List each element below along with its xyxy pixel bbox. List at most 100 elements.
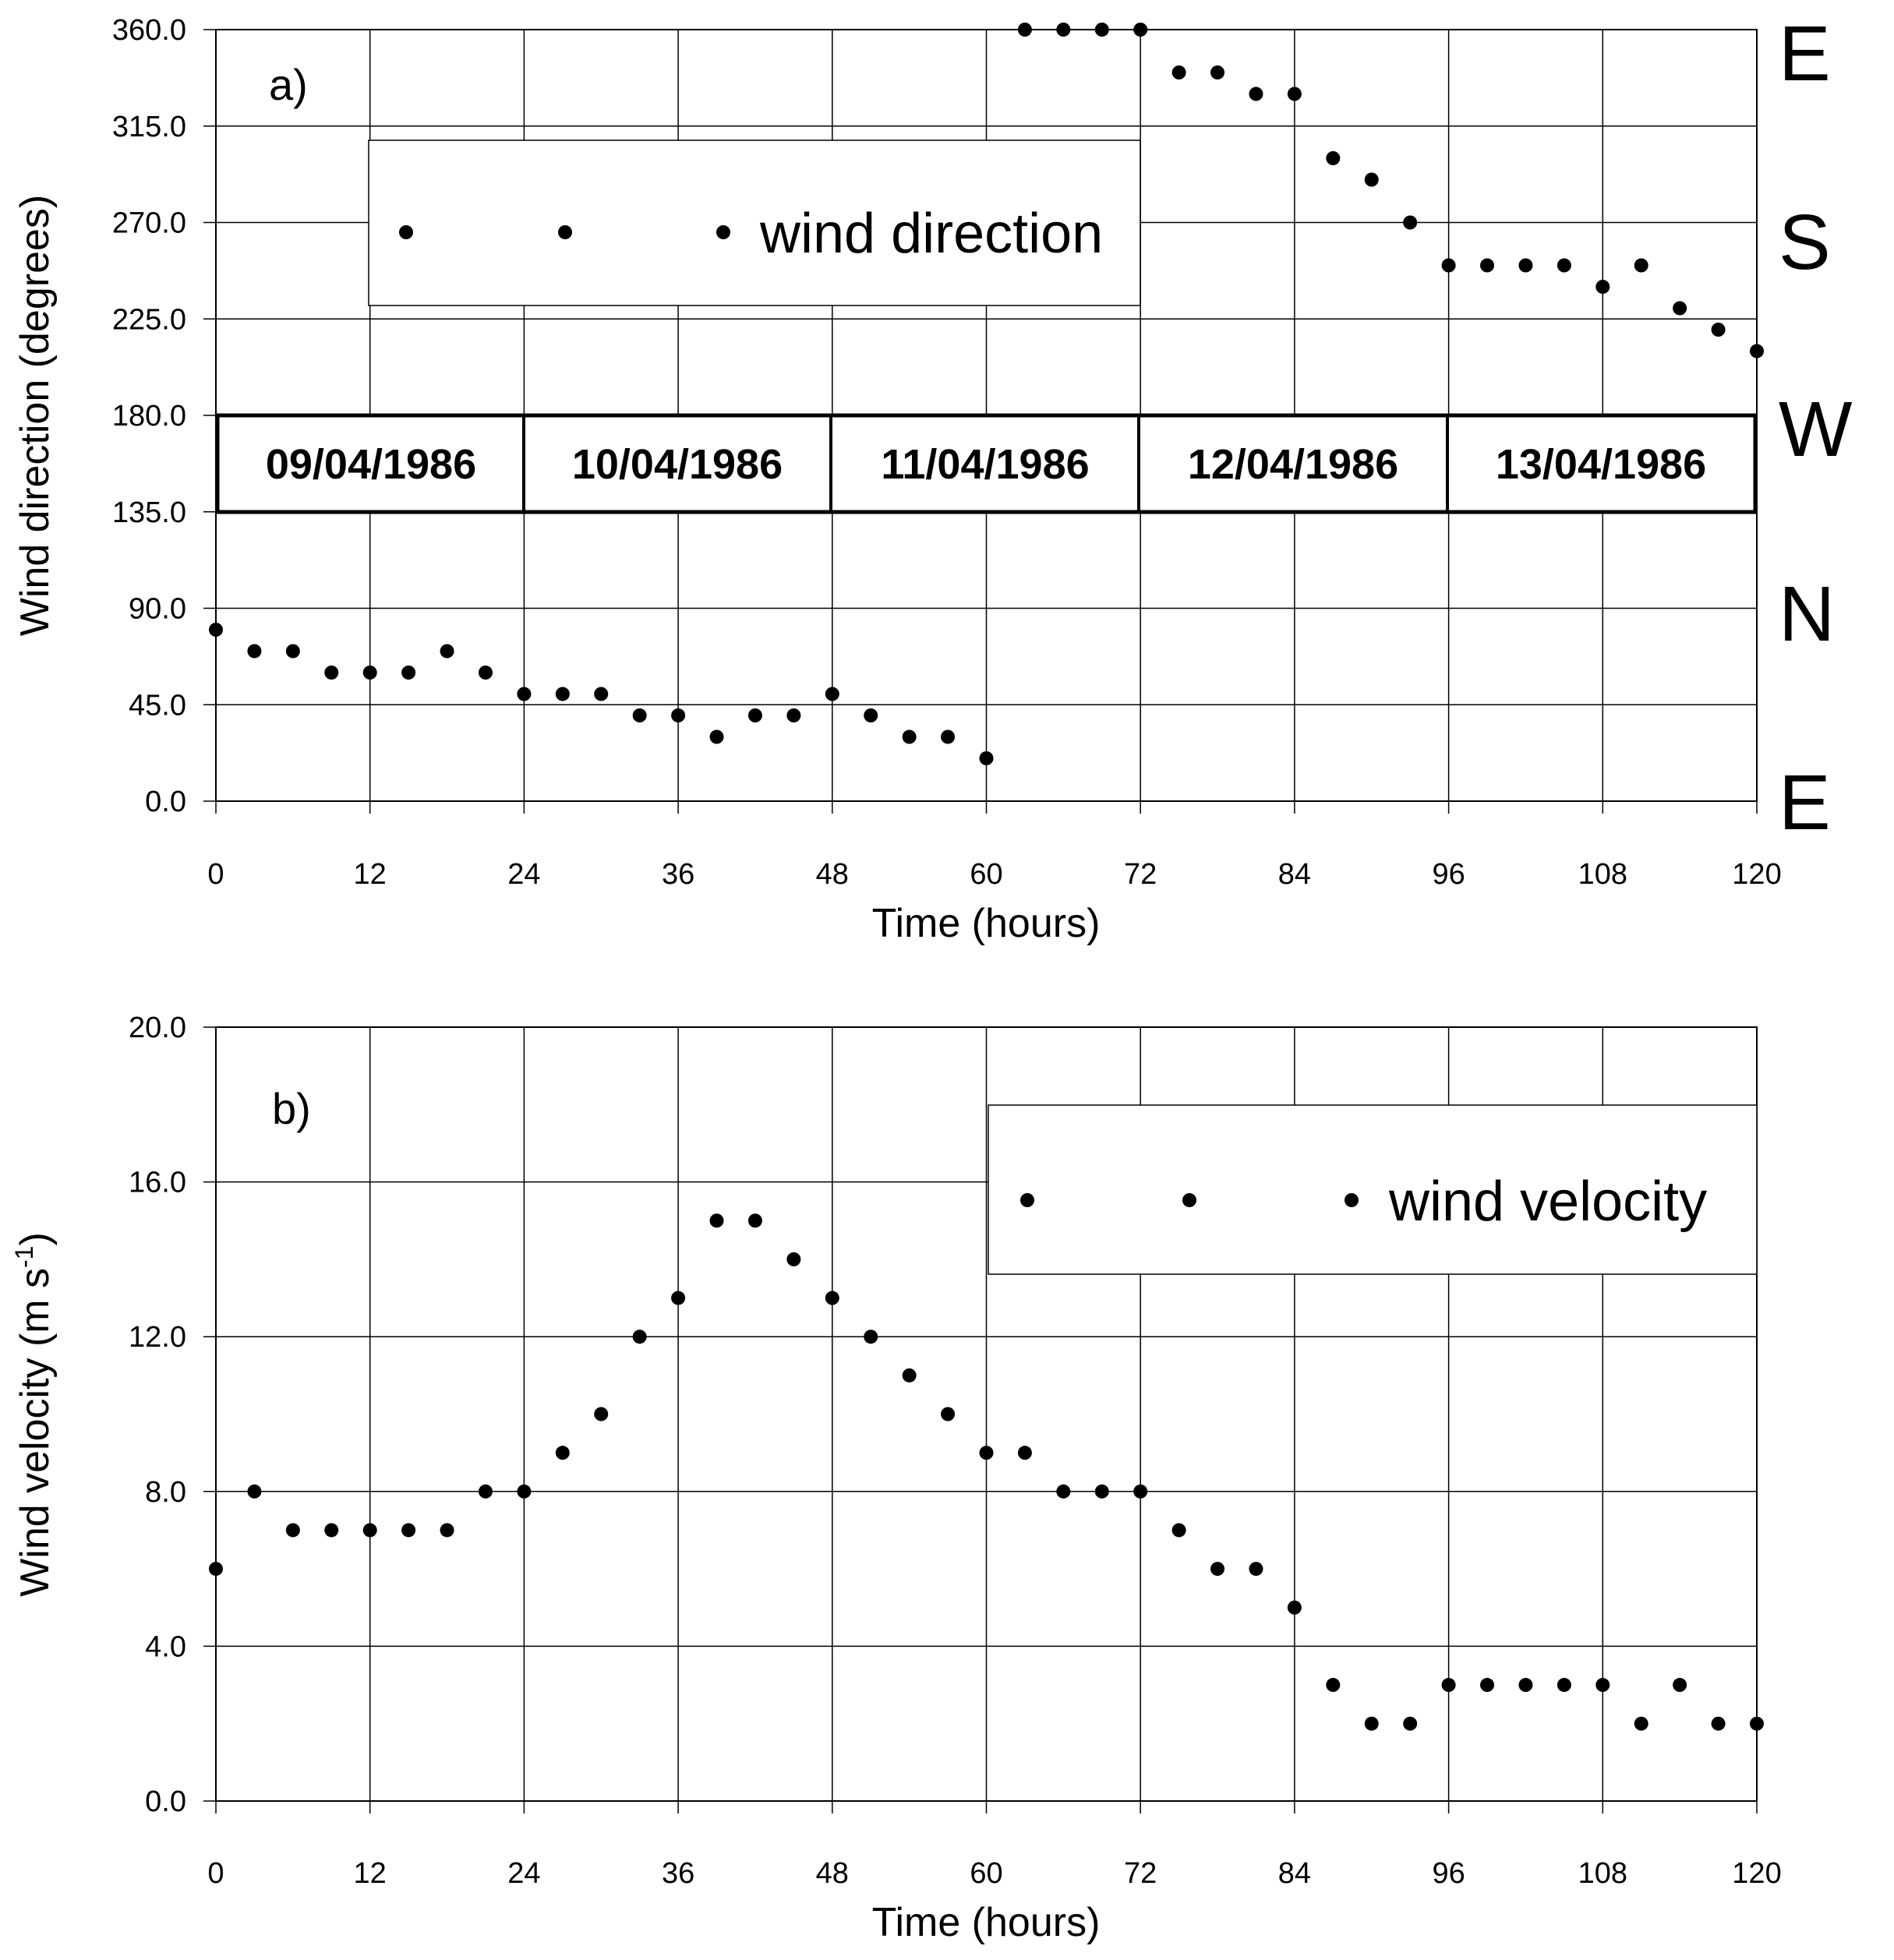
x-tick-label-b: 24 (507, 1857, 540, 1890)
legend-marker-a (399, 225, 413, 239)
y-tick-label-b: 4.0 (145, 1630, 186, 1663)
data-series-b (209, 1213, 1764, 1731)
y-axis-label-b: Wind velocity (m s-1) (10, 1232, 58, 1597)
legend-label-b: wind velocity (1388, 1171, 1707, 1233)
data-point-b (1518, 1678, 1533, 1693)
data-point-b (517, 1484, 532, 1499)
date-label: 11/04/1986 (881, 441, 1089, 488)
x-tick-label-b: 36 (662, 1857, 694, 1890)
data-point-b (1056, 1484, 1071, 1499)
data-point-b (1480, 1678, 1495, 1693)
data-point-a (864, 708, 878, 722)
data-point-a (285, 644, 300, 659)
y-axis-label-a: Wind direction (degrees) (12, 195, 58, 636)
data-point-a (1557, 258, 1571, 273)
y-axis-label-b-sup: -1 (10, 1246, 38, 1268)
x-tick-label-a: 0 (207, 858, 224, 891)
data-point-a (324, 666, 339, 680)
date-label: 12/04/1986 (1188, 441, 1398, 488)
data-point-a (1750, 344, 1764, 358)
legend-marker-b (1182, 1193, 1196, 1207)
data-point-a (1326, 151, 1341, 165)
x-ticks-a: 0 12 24 36 48 60 72 84 96 108 120 (207, 858, 1781, 891)
y-tick-label-a: 90.0 (129, 593, 186, 626)
data-point-b (401, 1523, 416, 1538)
y-tick-label-a: 180.0 (112, 400, 186, 433)
data-point-b (1094, 1484, 1109, 1499)
data-point-b (1017, 1446, 1032, 1460)
panel-label-a: a) (269, 60, 308, 109)
data-series-a (209, 23, 1764, 765)
data-point-a (517, 687, 532, 701)
data-point-b (285, 1523, 300, 1538)
y-tick-label-b: 8.0 (145, 1476, 186, 1509)
data-point-b (1557, 1678, 1571, 1693)
data-point-a (825, 687, 839, 701)
data-point-b (825, 1291, 839, 1305)
legend-marker-a (558, 225, 572, 239)
x-tick-label-a: 36 (662, 858, 694, 891)
data-point-b (747, 1213, 762, 1228)
data-point-b (1441, 1678, 1456, 1693)
data-point-b (247, 1484, 262, 1499)
date-bar: 09/04/1986 10/04/1986 11/04/1986 12/04/1… (215, 413, 1758, 514)
y-tick-label-b: 20.0 (129, 1012, 186, 1044)
data-point-a (1364, 172, 1379, 187)
data-point-b (209, 1562, 223, 1577)
data-point-b (324, 1523, 339, 1538)
x-axis-label-a: Time (hours) (872, 901, 1101, 946)
data-point-a (941, 729, 956, 744)
y-tick-label-a: 45.0 (129, 689, 186, 722)
y-tick-label-b: 16.0 (129, 1167, 186, 1199)
data-point-a (902, 729, 917, 744)
data-point-b (1364, 1716, 1379, 1731)
x-tick-label-b: 48 (816, 1857, 849, 1890)
data-point-b (594, 1407, 609, 1421)
data-point-a (1711, 323, 1726, 337)
legend-box-b (988, 1104, 1758, 1275)
compass-label: W (1779, 386, 1853, 473)
data-point-a (1094, 23, 1109, 37)
data-point-b (902, 1368, 917, 1383)
x-tick-label-a: 48 (816, 858, 849, 891)
data-point-b (671, 1291, 686, 1305)
x-tick-label-b: 12 (354, 1857, 387, 1890)
x-tick-label-a: 108 (1578, 858, 1627, 891)
compass-label: N (1779, 570, 1835, 658)
data-point-a (401, 666, 416, 680)
data-point-b (1750, 1716, 1764, 1731)
x-tick-label-b: 84 (1278, 1857, 1311, 1890)
x-tick-label-b: 120 (1732, 1857, 1781, 1890)
data-point-b (1711, 1716, 1726, 1731)
data-point-a (1403, 215, 1418, 230)
data-point-a (632, 708, 647, 722)
data-point-a (747, 708, 762, 722)
plot-frame-b (215, 1026, 1758, 1802)
x-tick-label-b: 0 (207, 1857, 224, 1890)
y-tick-label-b: 0.0 (145, 1785, 186, 1818)
x-tick-label-b: 72 (1124, 1857, 1157, 1890)
data-point-b (1595, 1678, 1610, 1693)
y-tick-label-a: 225.0 (112, 303, 186, 336)
x-axis-label-b: Time (hours) (872, 1900, 1101, 1945)
data-point-a (209, 623, 223, 637)
legend-a: wind direction (368, 139, 1141, 306)
y-tick-label-a: 270.0 (112, 207, 186, 240)
data-point-b (1673, 1678, 1687, 1693)
date-label: 10/04/1986 (572, 441, 783, 488)
data-point-b (786, 1252, 801, 1266)
legend-marker-a (716, 225, 730, 239)
x-tick-label-a: 72 (1124, 858, 1157, 891)
data-point-a (1441, 258, 1456, 273)
data-point-b (864, 1330, 878, 1344)
data-point-a (1480, 258, 1495, 273)
data-point-a (247, 644, 262, 659)
legend-label-a: wind direction (759, 203, 1103, 265)
data-point-b (941, 1407, 956, 1421)
data-point-a (1518, 258, 1533, 273)
legend-box-a (368, 139, 1141, 306)
data-point-b (1403, 1716, 1418, 1731)
data-point-b (1210, 1562, 1225, 1577)
date-bar-frame (215, 413, 1758, 514)
